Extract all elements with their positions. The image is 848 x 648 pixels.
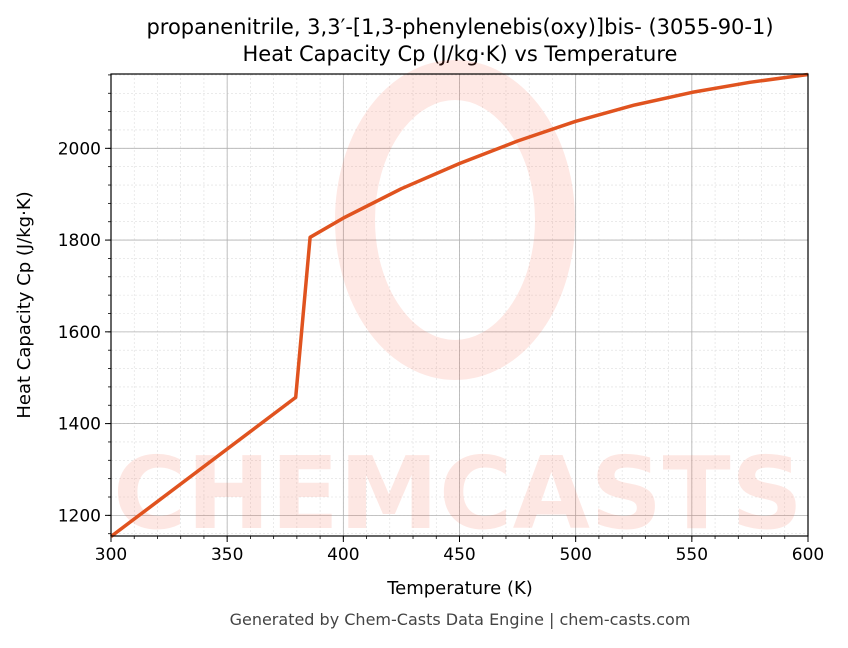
x-tick-label: 400 — [327, 545, 359, 565]
series-line — [109, 72, 809, 538]
chart-title: propanenitrile, 3,3′-[1,3-phenylenebis(o… — [146, 15, 773, 39]
x-tick-label: 450 — [443, 545, 475, 565]
chart-subtitle: Heat Capacity Cp (J/kg·K) vs Temperature — [243, 42, 678, 66]
x-tick-label: 350 — [211, 545, 243, 565]
y-tick-label: 1400 — [58, 415, 101, 435]
x-tick-label: 300 — [95, 545, 127, 565]
plot-frame — [110, 73, 809, 537]
y-axis-label: Heat Capacity Cp (J/kg·K) — [14, 191, 35, 418]
footer-text: Generated by Chem-Casts Data Engine | ch… — [230, 610, 691, 629]
y-tick-label: 1800 — [58, 231, 101, 251]
y-tick-label: 1200 — [58, 506, 101, 526]
x-axis-label: Temperature (K) — [386, 578, 533, 599]
y-tick-label: 1600 — [58, 323, 101, 343]
y-tick-label: 2000 — [58, 139, 101, 159]
x-tick-label: 600 — [792, 545, 824, 565]
watermark: CHEMCASTS — [113, 60, 803, 552]
x-tick-label: 500 — [559, 545, 591, 565]
watermark-logo-ring — [335, 60, 575, 380]
watermark-text: CHEMCASTS — [113, 435, 803, 552]
grid — [110, 74, 809, 536]
x-tick-label: 550 — [676, 545, 708, 565]
axis-ticks: 300 350 400 450 500 550 600 1200 1400 1600 1800 200… — [58, 74, 824, 565]
